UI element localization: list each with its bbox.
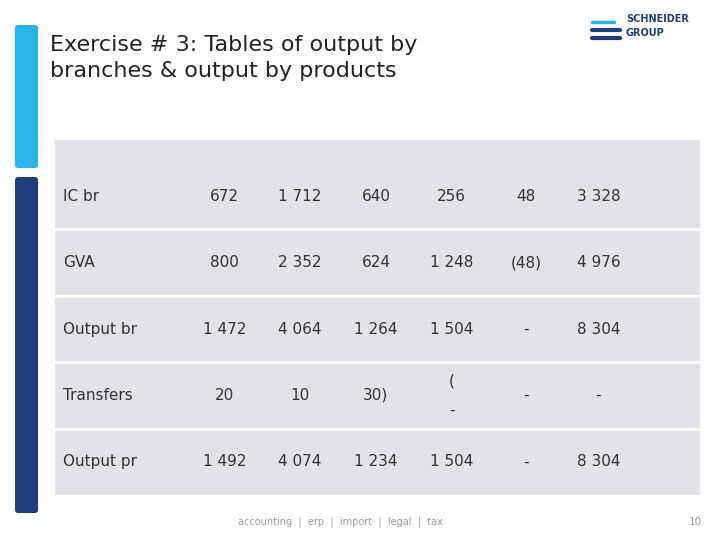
Text: GVA: GVA [63,255,94,270]
Text: 10: 10 [689,517,702,527]
Text: 10: 10 [290,388,310,403]
Text: Output br: Output br [63,321,137,336]
Text: 3 328: 3 328 [577,189,620,204]
Text: 256: 256 [437,189,466,204]
Text: 4 064: 4 064 [279,321,322,336]
Text: -: - [449,402,454,417]
Text: Output pr: Output pr [63,454,137,469]
Text: -: - [595,388,601,403]
Text: accounting  |  erp  |  import  |  legal  |  tax: accounting | erp | import | legal | tax [238,517,442,527]
Text: 1 264: 1 264 [354,321,397,336]
Text: (48): (48) [510,255,541,270]
Text: 640: 640 [361,189,390,204]
Text: -: - [523,388,528,403]
Text: Transfers: Transfers [63,388,132,403]
Text: 1 504: 1 504 [430,321,473,336]
FancyBboxPatch shape [15,25,38,168]
Text: 672: 672 [210,189,239,204]
Text: 1 492: 1 492 [202,454,246,469]
Text: 48: 48 [516,189,536,204]
Text: 624: 624 [361,255,390,270]
Text: 8 304: 8 304 [577,454,620,469]
Text: 1 472: 1 472 [202,321,246,336]
Text: 1 234: 1 234 [354,454,397,469]
Text: SCHNEIDER
GROUP: SCHNEIDER GROUP [626,14,689,38]
Text: 1 712: 1 712 [279,189,322,204]
Text: 30): 30) [364,388,389,403]
Text: 8 304: 8 304 [577,321,620,336]
Text: -: - [523,454,528,469]
Bar [55,140,700,495]
Text: IC br: IC br [63,189,99,204]
Text: 2 352: 2 352 [279,255,322,270]
Text: 4 074: 4 074 [279,454,322,469]
Text: Exercise # 3: Tables of output by
branches & output by products: Exercise # 3: Tables of output by branch… [50,35,418,80]
Text: (: ( [449,373,454,388]
Text: 4 976: 4 976 [577,255,620,270]
Text: 1 504: 1 504 [430,454,473,469]
Text: 1 248: 1 248 [430,255,473,270]
FancyBboxPatch shape [15,177,38,513]
Text: 20: 20 [215,388,234,403]
Text: 800: 800 [210,255,239,270]
Text: -: - [523,321,528,336]
